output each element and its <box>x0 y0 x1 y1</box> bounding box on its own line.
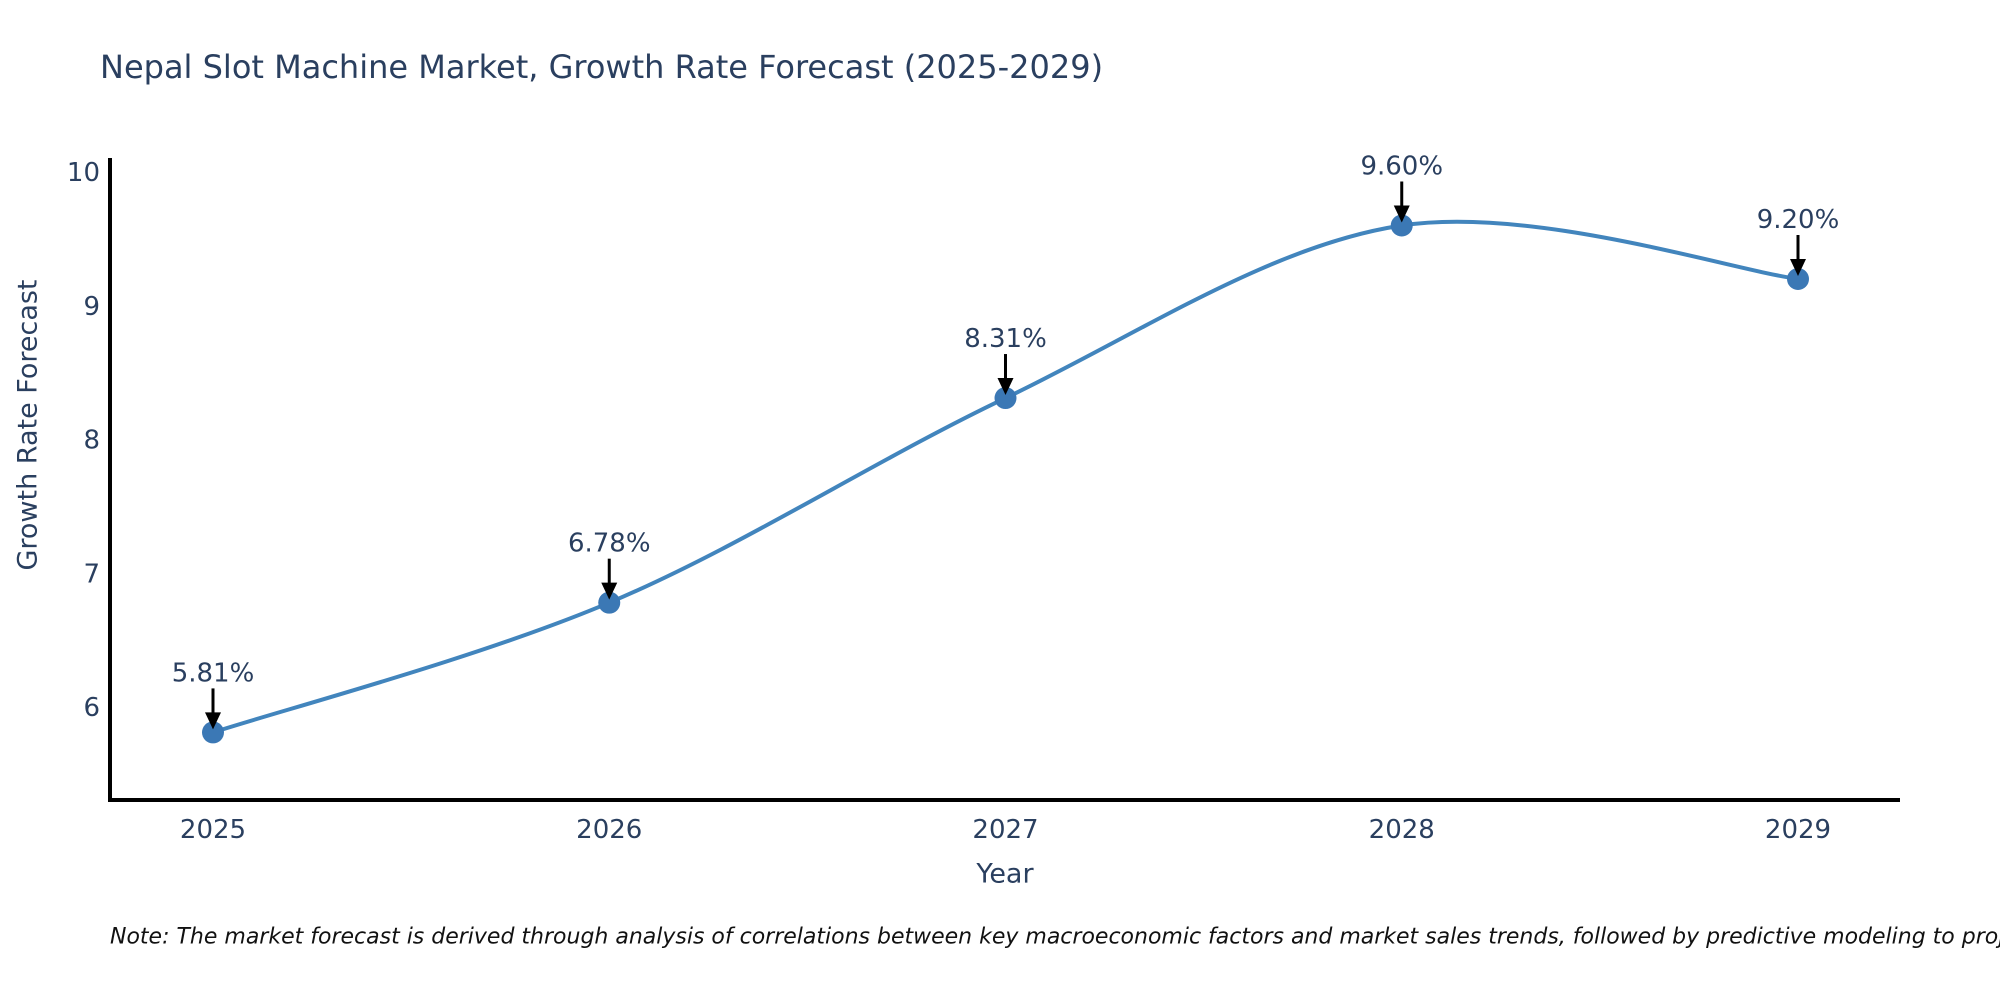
chart-title: Nepal Slot Machine Market, Growth Rate F… <box>100 48 1104 86</box>
x-tick-label: 2028 <box>1369 815 1435 845</box>
y-tick-label: 8 <box>83 426 100 456</box>
data-point-marker[interactable] <box>202 721 224 744</box>
data-point-marker[interactable] <box>1787 268 1809 290</box>
y-tick-label: 7 <box>83 559 100 589</box>
annotation-arrowhead-icon <box>1790 259 1806 276</box>
y-tick-label: 9 <box>83 292 100 322</box>
x-axis-tick-labels: 2025 2026 2027 2028 2029 <box>180 815 1831 845</box>
x-tick-label: 2026 <box>576 815 642 845</box>
y-axis-title: Growth Rate Forecast <box>12 279 44 571</box>
point-annotations: 5.81% 6.78% 8.31% 9.60% 9.20% <box>172 152 1840 730</box>
x-axis-line <box>108 798 1900 802</box>
annotation-arrowhead-icon <box>1393 205 1410 223</box>
annotation-arrowhead-icon <box>205 712 221 730</box>
point-value-label: 6.78% <box>568 529 651 559</box>
point-value-label: 5.81% <box>172 658 255 688</box>
point-value-label: 9.20% <box>1757 205 1840 235</box>
x-tick-label: 2029 <box>1765 815 1831 845</box>
x-axis-title: Year <box>976 858 1034 890</box>
data-point-marker[interactable] <box>1390 214 1413 237</box>
x-tick-label: 2025 <box>180 815 246 845</box>
data-point-marker[interactable] <box>994 387 1017 410</box>
annotation-arrowhead-icon <box>601 582 618 600</box>
point-value-label: 9.60% <box>1360 152 1443 182</box>
y-axis-line <box>108 158 112 802</box>
y-axis-tick-labels: 6 7 8 9 10 <box>67 158 100 723</box>
x-tick-label: 2027 <box>972 815 1038 845</box>
y-tick-label: 10 <box>67 158 100 188</box>
point-value-label: 8.31% <box>964 324 1047 354</box>
annotation-arrowhead-icon <box>997 378 1014 396</box>
footnote: Note: The market forecast is derived thr… <box>110 924 2000 950</box>
y-tick-label: 6 <box>83 693 100 723</box>
forecast-line-series <box>202 214 1809 744</box>
forecast-line <box>211 219 1800 735</box>
data-point-marker[interactable] <box>598 591 621 614</box>
